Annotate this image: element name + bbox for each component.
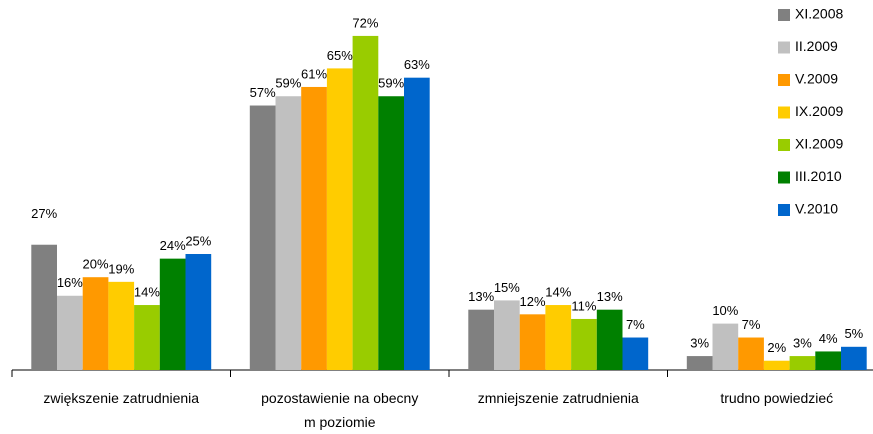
data-label: 72% <box>352 15 378 30</box>
x-tick-label: zwiększenie zatrudnienia <box>43 390 200 406</box>
data-label: 10% <box>712 303 738 318</box>
bar <box>596 309 623 370</box>
legend-label: V.2009 <box>795 71 838 87</box>
legend-swatch <box>778 171 790 184</box>
bar <box>275 96 302 371</box>
bar <box>841 346 867 370</box>
data-label: 25% <box>185 233 211 248</box>
legend-swatch <box>778 106 790 119</box>
bar <box>468 309 494 370</box>
legend-label: II.2009 <box>795 38 838 54</box>
bar <box>108 281 135 370</box>
data-label: 57% <box>250 85 276 100</box>
bar <box>326 68 353 371</box>
bar <box>82 277 109 370</box>
data-label: 7% <box>742 317 761 332</box>
bar <box>249 105 276 371</box>
bar <box>571 318 597 370</box>
legend-swatch <box>778 204 790 216</box>
data-label: 14% <box>134 284 160 299</box>
legend-label: XI.2008 <box>795 6 843 22</box>
bar <box>763 360 790 370</box>
bar <box>712 323 739 370</box>
data-label: 20% <box>83 257 109 272</box>
data-label: 65% <box>327 48 353 63</box>
legend-swatch <box>778 41 790 54</box>
bar <box>57 295 83 370</box>
data-label: 3% <box>690 336 709 351</box>
bar <box>545 305 572 370</box>
data-label: 14% <box>545 284 571 299</box>
bar <box>378 96 404 371</box>
data-label: 11% <box>571 298 596 313</box>
legend-label: XI.2009 <box>795 136 843 152</box>
bar <box>31 244 57 370</box>
bar <box>301 86 327 371</box>
data-label: 59% <box>378 76 404 91</box>
bar <box>404 77 430 371</box>
legend-swatch <box>778 9 790 21</box>
bar <box>622 337 649 370</box>
bar <box>519 314 546 370</box>
data-label: 16% <box>57 275 83 290</box>
bar <box>352 35 379 371</box>
bar <box>686 356 713 370</box>
x-tick-label: trudno powiedzieć <box>720 390 834 406</box>
bar <box>159 258 186 370</box>
data-label: 4% <box>819 331 838 346</box>
bar <box>738 337 764 370</box>
data-label: 61% <box>301 66 327 81</box>
bar <box>494 300 520 370</box>
data-label: 12% <box>520 294 546 309</box>
bar <box>815 351 841 370</box>
data-label: 27% <box>31 206 57 221</box>
data-label: 7% <box>626 317 645 332</box>
x-tick-label: zmniejszenie zatrudnienia <box>477 390 639 406</box>
data-label: 24% <box>160 238 186 253</box>
legend-swatch <box>778 74 790 86</box>
legend-label: IX.2009 <box>795 103 843 119</box>
data-label: 2% <box>767 340 786 355</box>
data-label: 63% <box>404 57 430 72</box>
data-label: 19% <box>108 261 134 276</box>
data-label: 3% <box>793 336 812 351</box>
x-tick-label: pozostawienie na obecny m poziomie <box>261 390 419 430</box>
bar <box>789 356 816 370</box>
data-label: 13% <box>468 289 494 304</box>
data-label: 59% <box>275 76 301 91</box>
data-label: 15% <box>494 280 520 295</box>
data-label: 13% <box>597 289 623 304</box>
legend-label: V.2010 <box>795 201 838 217</box>
bar <box>185 254 212 370</box>
bar <box>134 305 160 370</box>
data-label: 5% <box>844 326 863 341</box>
legend-label: III.2010 <box>795 168 842 184</box>
legend-swatch <box>778 139 790 151</box>
